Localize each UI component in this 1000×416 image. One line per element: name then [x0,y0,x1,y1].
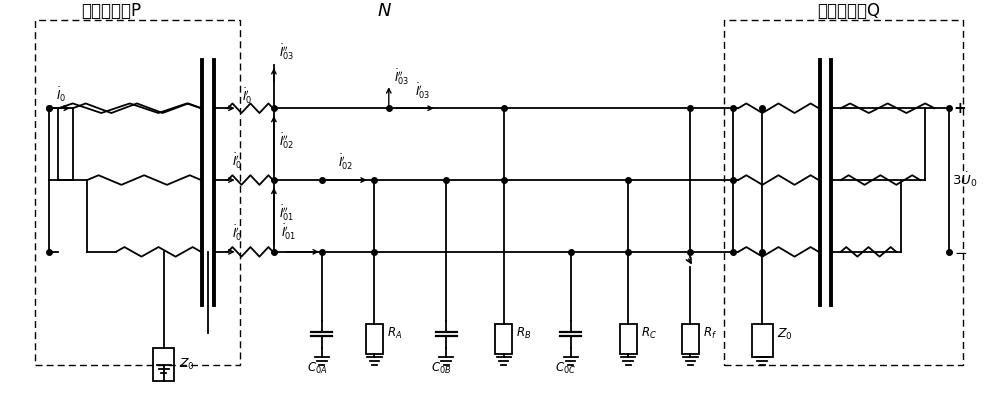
Text: $\dot{I}_{02}^{\prime}$: $\dot{I}_{02}^{\prime}$ [338,152,353,172]
Bar [724,20,963,365]
Text: $\dot{I}_{01}^{\prime\prime}$: $\dot{I}_{01}^{\prime\prime}$ [279,203,294,223]
Text: $Z_0$: $Z_0$ [777,327,792,342]
Text: $C_{0C}$: $C_{0C}$ [555,361,577,376]
Bar [153,348,174,381]
Text: $\dot{I}_{03}^{\prime\prime}$: $\dot{I}_{03}^{\prime\prime}$ [279,42,294,62]
Text: $\dot{I}_{0}^{\prime}$: $\dot{I}_{0}^{\prime}$ [232,223,243,243]
Text: $\dot{I}_{03}^{\prime}$: $\dot{I}_{03}^{\prime}$ [415,81,430,101]
Text: 电压互感器P: 电压互感器P [81,2,141,20]
Text: $Z_0$: $Z_0$ [179,357,195,372]
Text: $3\dot{U}_0$: $3\dot{U}_0$ [952,171,977,189]
Text: 电压互感器Q: 电压互感器Q [817,2,880,20]
Text: $\dot{I}_{02}^{\prime\prime}$: $\dot{I}_{02}^{\prime\prime}$ [279,131,294,151]
Text: $\dot{I}_{0}$: $\dot{I}_{0}$ [56,86,66,104]
Text: $\dot{I}_{0}^{\prime}$: $\dot{I}_{0}^{\prime}$ [232,151,243,171]
Bar [495,324,512,354]
Bar [682,324,699,354]
Bar [620,324,637,354]
Bar [35,20,240,365]
Text: $C_{0A}$: $C_{0A}$ [307,361,327,376]
Text: $R_B$: $R_B$ [516,326,531,341]
Text: $R_A$: $R_A$ [387,326,402,341]
Text: $\dot{I}_{0}^{\prime}$: $\dot{I}_{0}^{\prime}$ [242,86,252,106]
Text: $N$: $N$ [377,2,391,20]
Text: +: + [954,101,966,116]
Text: $-$: $-$ [954,244,967,259]
Bar [366,324,383,354]
Text: $R_C$: $R_C$ [641,326,656,341]
Text: $\dot{I}_{01}^{\prime}$: $\dot{I}_{01}^{\prime}$ [281,222,296,242]
Text: $\dot{I}_{03}^{\prime\prime}$: $\dot{I}_{03}^{\prime\prime}$ [394,67,409,87]
Bar [752,324,773,357]
Text: $R_f$: $R_f$ [703,326,717,341]
Text: $C_{0B}$: $C_{0B}$ [431,361,452,376]
